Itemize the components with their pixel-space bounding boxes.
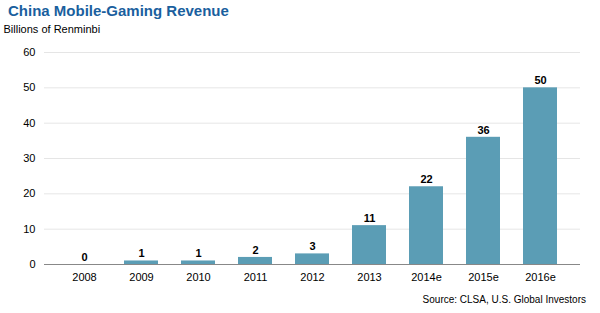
svg-text:2012: 2012 — [300, 271, 324, 283]
svg-text:1: 1 — [195, 247, 201, 259]
svg-text:2015e: 2015e — [468, 271, 499, 283]
svg-text:0: 0 — [29, 258, 35, 270]
svg-text:11: 11 — [364, 212, 376, 224]
svg-text:30: 30 — [23, 152, 35, 164]
svg-text:10: 10 — [23, 223, 35, 235]
svg-text:50: 50 — [23, 81, 35, 93]
svg-text:50: 50 — [534, 74, 546, 86]
html-text:China Mobile-Gaming Revenue: China Mobile-Gaming Revenue — [8, 2, 229, 19]
svg-text:36: 36 — [477, 124, 489, 136]
html-text:Source: CLSA, U.S. Global Inve: Source: CLSA, U.S. Global Investors — [422, 294, 586, 305]
svg-text:22: 22 — [420, 173, 432, 185]
svg-text:2009: 2009 — [129, 271, 153, 283]
svg-text:60: 60 — [23, 46, 35, 58]
svg-text:2013: 2013 — [357, 271, 381, 283]
svg-text:Billions of Renminbi: Billions of Renminbi — [4, 23, 101, 35]
svg-text:2010: 2010 — [186, 271, 210, 283]
svg-text:2: 2 — [252, 244, 258, 256]
svg-text:2008: 2008 — [72, 271, 96, 283]
svg-text:3: 3 — [309, 240, 315, 252]
svg-text:40: 40 — [23, 117, 35, 129]
svg-text:2016e: 2016e — [525, 271, 556, 283]
svg-text:2011: 2011 — [244, 271, 268, 283]
svg-text:20: 20 — [23, 187, 35, 199]
svg-text:1: 1 — [138, 247, 144, 259]
svg-text:2014e: 2014e — [411, 271, 442, 283]
svg-text:0: 0 — [81, 251, 87, 263]
